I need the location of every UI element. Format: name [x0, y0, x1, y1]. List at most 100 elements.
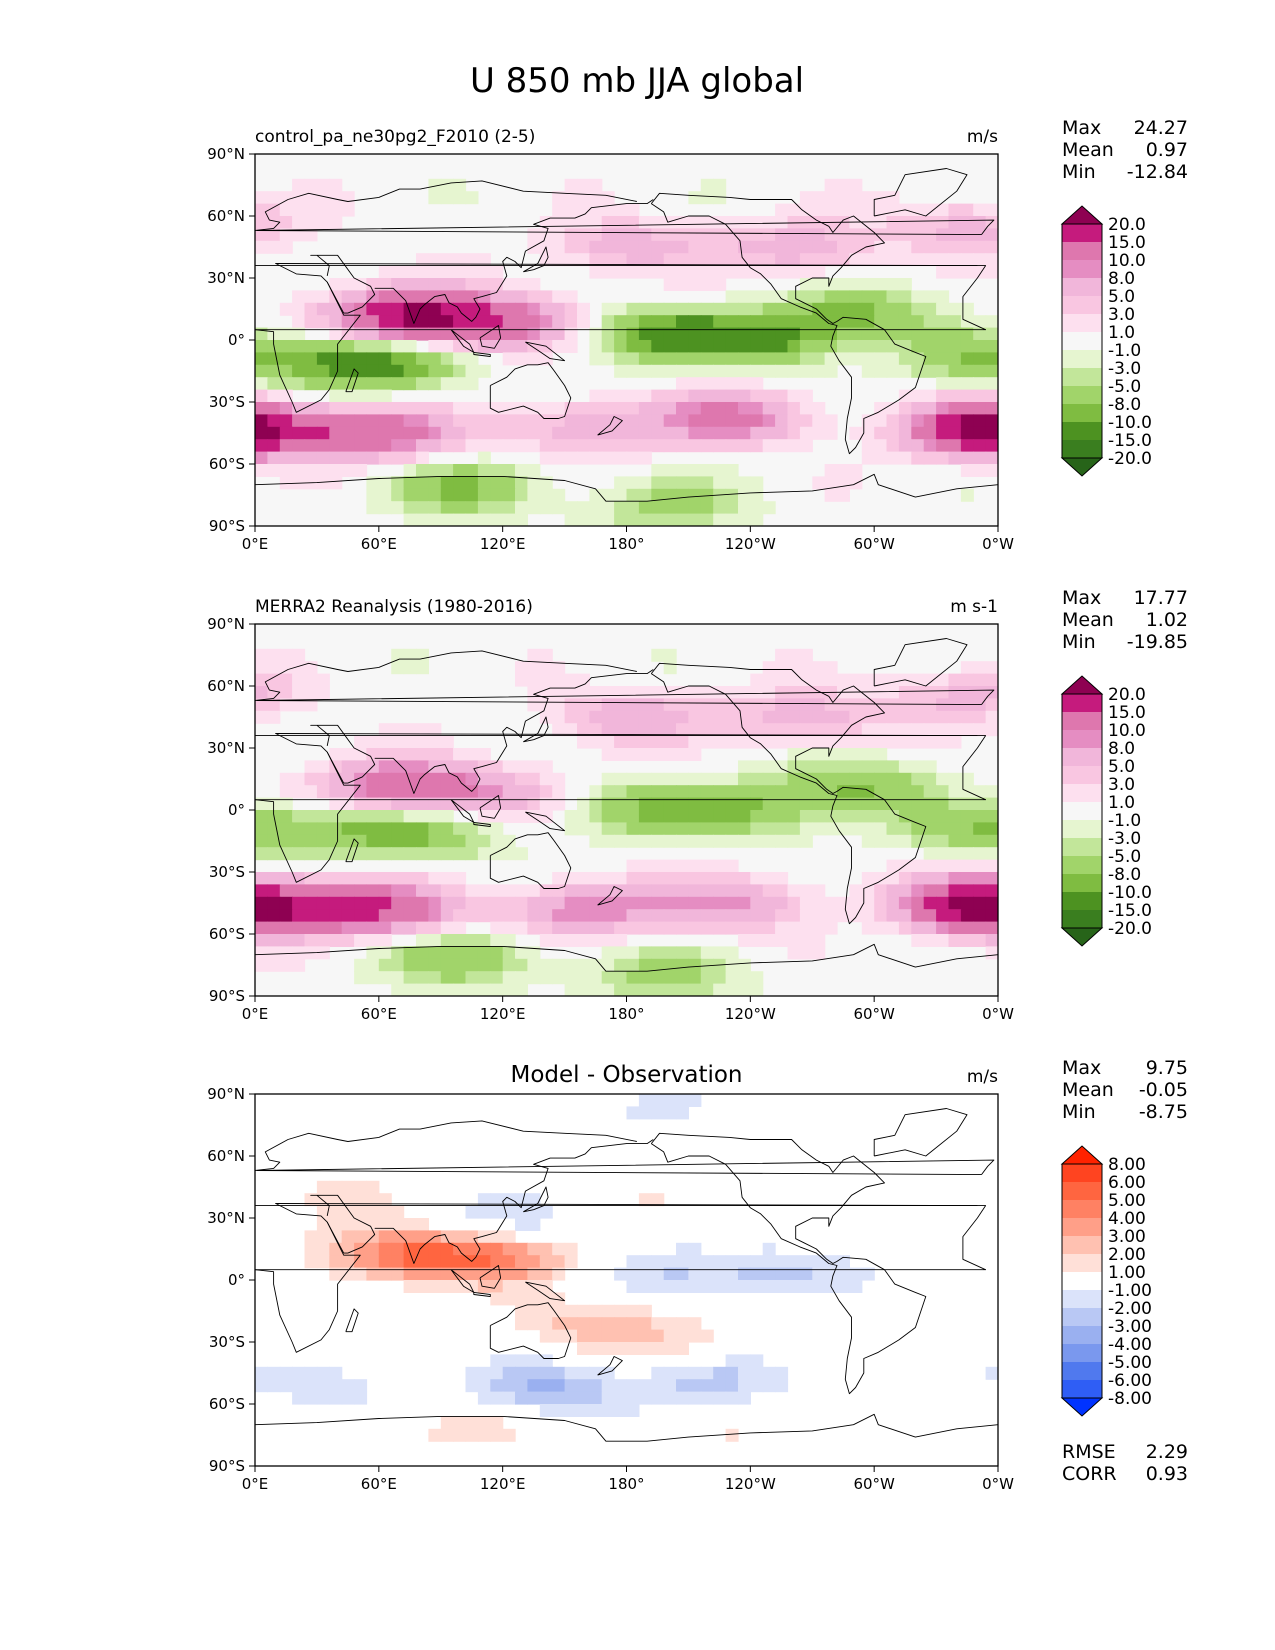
- contour-cell: [255, 896, 268, 910]
- contour-cell: [416, 426, 429, 440]
- contour-cell: [453, 946, 467, 960]
- contour-cell: [676, 983, 689, 996]
- contour-cell: [985, 710, 998, 724]
- contour-cell: [923, 760, 937, 774]
- contour-cell: [577, 253, 590, 267]
- stat-label: Mean: [1062, 1079, 1114, 1101]
- contour-cell: [614, 1391, 628, 1405]
- contour-cell: [923, 302, 937, 316]
- contour-cell: [589, 426, 603, 440]
- contour-cell: [824, 191, 838, 205]
- contour-cell: [515, 1280, 528, 1293]
- contour-cell: [428, 191, 442, 205]
- contour-cell: [614, 983, 628, 996]
- contour-cell: [676, 946, 689, 960]
- contour-cell: [440, 921, 454, 935]
- contour-cell: [552, 501, 566, 515]
- contour-cell: [292, 451, 306, 465]
- contour-cell: [676, 971, 689, 985]
- contour-cell: [985, 414, 998, 428]
- contour-cell: [700, 723, 714, 737]
- contour-cell: [267, 426, 281, 440]
- contour-cell: [515, 847, 528, 861]
- contour-cell: [515, 302, 528, 316]
- contour-cell: [663, 872, 677, 885]
- contour-cell: [676, 1106, 689, 1120]
- contour-cell: [416, 402, 429, 415]
- y-tick-label: 30°N: [207, 739, 245, 757]
- contour-cell: [651, 1193, 665, 1207]
- contour-cell: [787, 748, 801, 761]
- contour-cell: [601, 451, 615, 465]
- contour-cell: [502, 340, 516, 353]
- contour-cell: [292, 402, 306, 415]
- contour-cell: [960, 673, 974, 687]
- contour-cell: [923, 352, 937, 366]
- contour-cell: [391, 723, 405, 737]
- contour-cell: [539, 958, 553, 972]
- contour-cell: [923, 340, 937, 353]
- contour-cell: [354, 797, 368, 811]
- contour-cell: [552, 402, 566, 415]
- contour-cell: [304, 884, 318, 898]
- contour-cell: [837, 253, 850, 267]
- contour-cell: [428, 810, 442, 823]
- contour-cell: [477, 278, 491, 291]
- contour-cell: [477, 253, 491, 267]
- contour-cell: [255, 673, 268, 687]
- contour-cell: [341, 464, 355, 477]
- contour-cell: [861, 439, 875, 453]
- y-tick-label: 30°S: [209, 393, 245, 411]
- contour-cell: [304, 402, 318, 415]
- contour-cell: [577, 178, 590, 192]
- contour-cell: [874, 364, 888, 378]
- contour-cell: [279, 921, 293, 935]
- contour-cell: [366, 1255, 380, 1269]
- contour-cell: [762, 302, 776, 316]
- contour-cell: [849, 191, 863, 205]
- contour-cell: [341, 1267, 355, 1281]
- contour-cell: [614, 476, 628, 490]
- contour-cell: [750, 698, 764, 712]
- contour-cell: [936, 785, 950, 799]
- x-tick-label: 60°E: [361, 1475, 397, 1493]
- contour-cell: [849, 686, 863, 699]
- contour-cell: [948, 402, 962, 415]
- contour-cell: [465, 377, 479, 391]
- contour-cell: [539, 1329, 553, 1343]
- contour-cell: [973, 934, 987, 947]
- contour-cell: [440, 439, 454, 453]
- contour-cell: [292, 934, 306, 947]
- contour-cell: [440, 896, 454, 910]
- contour-cell: [725, 822, 739, 836]
- contour-cell: [638, 810, 652, 823]
- contour-cell: [651, 389, 665, 403]
- contour-cell: [440, 971, 454, 985]
- contour-cell: [713, 810, 727, 823]
- contour-cell: [477, 983, 491, 996]
- contour-cell: [626, 327, 640, 341]
- contour-cell: [316, 1379, 330, 1393]
- contour-cell: [403, 290, 417, 304]
- contour-cell: [453, 488, 467, 502]
- contour-cell: [874, 240, 888, 254]
- contour-cell: [304, 921, 318, 935]
- contour-cell: [465, 426, 479, 440]
- contour-cell: [663, 921, 677, 935]
- contour-cell: [874, 896, 888, 910]
- y-tick-label: 60°N: [207, 1147, 245, 1165]
- contour-cell: [279, 909, 293, 923]
- contour-cell: [973, 451, 987, 465]
- contour-cell: [304, 810, 318, 823]
- contour-cell: [936, 834, 950, 848]
- contour-cell: [651, 414, 665, 428]
- contour-cell: [948, 710, 962, 724]
- contour-cell: [688, 859, 702, 873]
- contour-cell: [700, 327, 714, 341]
- contour-cell: [416, 352, 429, 366]
- contour-cell: [936, 327, 950, 341]
- contour-cell: [688, 414, 702, 428]
- contour-cell: [577, 710, 590, 724]
- contour-cell: [453, 983, 467, 996]
- contour-cell: [279, 340, 293, 353]
